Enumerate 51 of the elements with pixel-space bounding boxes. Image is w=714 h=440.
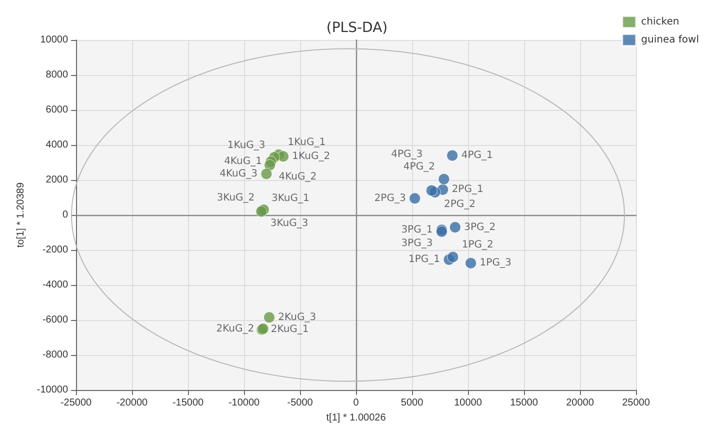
x-tick-label: 15000 [510,398,538,408]
data-label: 3PG_2 [464,222,496,233]
x-tick-label: 10000 [454,398,482,408]
chart-title: (PLS-DA) [326,20,388,36]
y-axis-title: to[1] * 1.20389 [16,182,26,248]
y-tick-label: 6000 [46,104,68,116]
data-label: 1KuG_1 [288,137,326,148]
data-label: 2KuG_3 [278,312,316,323]
data-label: 4PG_1 [461,150,493,161]
x-axis-title: t[1] * 1.00026 [326,412,386,424]
x-tick-label: -10000 [228,398,260,408]
data-label: 1PG_2 [462,240,494,250]
data-label: 1PG_1 [408,254,440,266]
x-tick-label: 0 [353,398,360,408]
y-tick-label: -8000 [42,350,68,360]
y-tick-label: 8000 [46,70,68,80]
y-tick-label: -4000 [42,280,68,290]
x-tick-label: -5000 [287,398,314,408]
y-tick-label: 2000 [46,174,68,186]
data-label: 2KuG_1 [270,324,309,336]
data-label: 3PG_3 [401,238,433,250]
x-tick-label: -20000 [116,398,148,408]
data-label: 4KuG_1 [224,156,262,168]
legend-label: chicken [641,16,680,28]
data-label: 1KuG_3 [227,140,266,151]
data-label: 2PG_1 [452,184,484,196]
data-label: 1KuG_2 [292,150,330,162]
legend-label: guinea fowl [641,34,700,46]
data-label: 4KuG_3 [220,168,258,180]
x-tick-label: 5000 [400,398,424,408]
data-label: 4KuG_2 [278,172,317,183]
y-tick-label: -10000 [36,384,68,396]
data-label: 3KuG_2 [216,192,255,204]
data-label: 1PG_3 [480,258,512,269]
data-label: 3KuG_1 [271,193,310,204]
data-label: 3KuG_3 [270,218,308,229]
data-label: 2KuG_2 [216,323,254,334]
x-tick-label: 20000 [566,398,594,408]
y-tick-label: -2000 [42,244,68,256]
data-label: 4PG_2 [403,162,435,173]
data-label: 4PG_3 [391,149,423,160]
y-tick-label: 4000 [46,140,68,150]
y-tick-label: 10000 [40,34,68,46]
x-tick-label: 25000 [622,398,650,408]
y-tick-label: -6000 [42,314,68,326]
x-tick-label: -15000 [172,398,204,408]
data-label: 2PG_2 [444,198,476,210]
y-tick-label: 0 [62,210,68,220]
x-tick-label: -25000 [60,398,92,408]
data-label: 3PG_1 [401,224,433,236]
data-label: 2PG_3 [374,192,406,204]
